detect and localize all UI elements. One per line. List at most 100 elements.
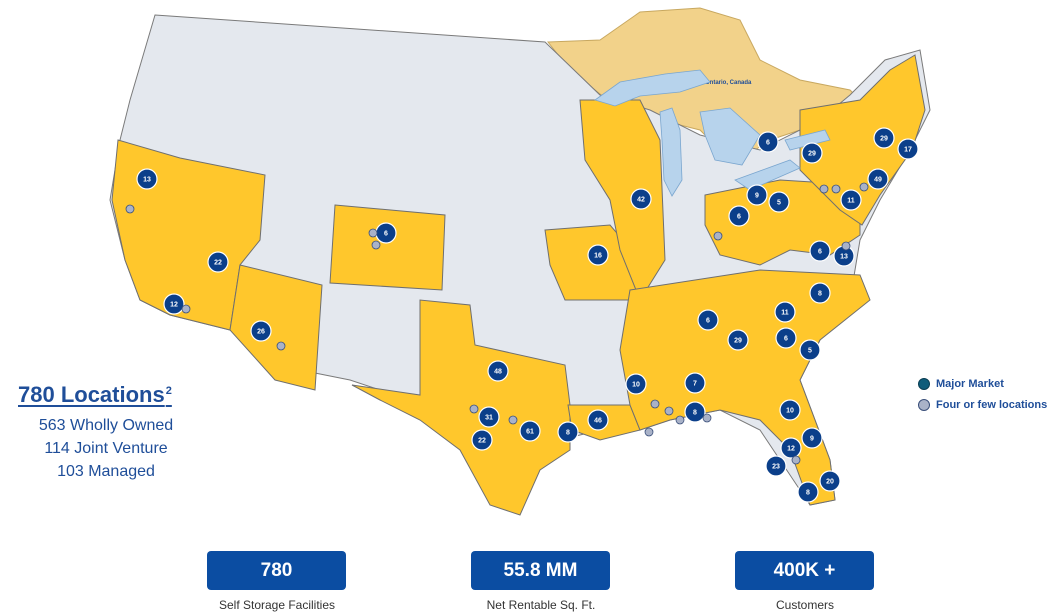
major-market-marker: 61 [519,420,541,442]
major-market-marker: 7 [684,372,706,394]
few-locations-marker [368,228,378,238]
major-market-marker: 22 [471,429,493,451]
marker-count-label: 61 [526,429,534,436]
marker-count-label: 5 [777,200,781,207]
footnote-marker: 2 [165,384,172,397]
state-texas [351,299,571,516]
state-colorado [329,204,446,291]
marker-count-label: 8 [566,430,570,437]
marker-count-label: 7 [693,381,697,388]
wholly-owned-line: 563 Wholly Owned [38,417,174,434]
major-market-marker: 9 [801,427,823,449]
major-market-marker: 48 [487,360,509,382]
major-market-marker: 12 [780,437,802,459]
marker-count-label: 23 [772,464,780,471]
marker-count-label: 17 [904,147,912,154]
major-market-marker: 6 [775,327,797,349]
few-locations-marker [859,182,869,192]
few-locations-marker [276,341,286,351]
marker-count-label: 49 [874,177,882,184]
few-locations-marker [713,231,723,241]
few-locations-marker [702,413,712,423]
major-market-marker: 10 [625,373,647,395]
marker-count-label: 48 [494,369,502,376]
major-market-marker: 8 [809,282,831,304]
legend-few-locations: Four or few locations [918,399,1047,411]
major-market-marker: 11 [840,189,862,211]
marker-count-label: 11 [781,310,789,317]
major-market-marker: 8 [797,481,819,503]
few-locations-marker [831,184,841,194]
marker-count-label: 6 [737,214,741,221]
few-locations-marker [644,427,654,437]
major-market-marker: 23 [765,455,787,477]
great-lakes [594,69,831,197]
major-market-marker: 6 [728,205,750,227]
marker-count-label: 6 [766,140,770,147]
few-locations-marker [675,415,685,425]
major-market-marker: 31 [478,406,500,428]
few-locations-marker [650,399,660,409]
lake-huron [699,107,761,166]
marker-count-label: 6 [818,249,822,256]
major-market-marker: 46 [587,409,609,431]
marker-count-label: 6 [784,336,788,343]
ontario-label: Ontario, Canada [705,80,752,86]
major-market-marker: 8 [684,401,706,423]
marker-count-label: 13 [143,177,151,184]
major-market-marker: 29 [873,127,895,149]
marker-count-label: 5 [808,348,812,355]
major-market-marker: 12 [163,293,185,315]
major-market-marker: 5 [799,339,821,361]
few-locations-marker [664,406,674,416]
few-locations-marker [841,241,851,251]
few-locations-marker [125,204,135,214]
marker-count-label: 20 [826,479,834,486]
few-locations-marker [181,304,191,314]
major-market-marker: 6 [697,309,719,331]
major-market-marker: 13 [136,168,158,190]
marker-count-label: 10 [632,382,640,389]
major-market-marker: 16 [587,244,609,266]
lake-superior [594,69,711,107]
marker-count-label: 8 [806,490,810,497]
lake-erie [734,159,801,191]
state-southeast [619,269,871,506]
marker-count-label: 8 [818,291,822,298]
major-market-marker: 22 [207,251,229,273]
few-locations-marker [371,240,381,250]
major-market-marker: 6 [809,240,831,262]
major-market-marker: 6 [375,222,397,244]
marker-count-label: 29 [880,136,888,143]
marker-count-label: 31 [485,415,493,422]
major-market-marker: 6 [757,131,779,153]
marker-count-label: 9 [810,436,814,443]
few-locations-marker [508,415,518,425]
marker-count-label: 16 [594,253,602,260]
major-market-marker: 29 [801,142,823,164]
marker-count-label: 11 [847,198,855,205]
marker-count-label: 10 [786,408,794,415]
major-market-marker: 9 [746,184,768,206]
marker-count-label: 8 [693,410,697,417]
major-market-marker: 29 [727,329,749,351]
marker-count-label: 6 [706,318,710,325]
marker-count-label: 22 [478,438,486,445]
major-market-marker: 20 [819,470,841,492]
legend-major-market: Major Market [918,378,1004,390]
marker-count-label: 9 [755,193,759,200]
few-locations-dot-icon [918,399,930,411]
locations-title: 780 Locations2 [18,382,172,407]
marker-count-label: 46 [594,418,602,425]
major-market-marker: 26 [250,320,272,342]
major-market-marker: 17 [897,138,919,160]
major-market-dot-icon [918,378,930,390]
stat-sqft-label: Net Rentable Sq. Ft. [486,598,596,612]
legend-few-label: Four or few locations [936,399,1048,411]
marker-count-label: 13 [840,254,848,261]
few-locations-marker [469,404,479,414]
major-market-marker: 42 [630,188,652,210]
lake-ontario [784,129,831,151]
